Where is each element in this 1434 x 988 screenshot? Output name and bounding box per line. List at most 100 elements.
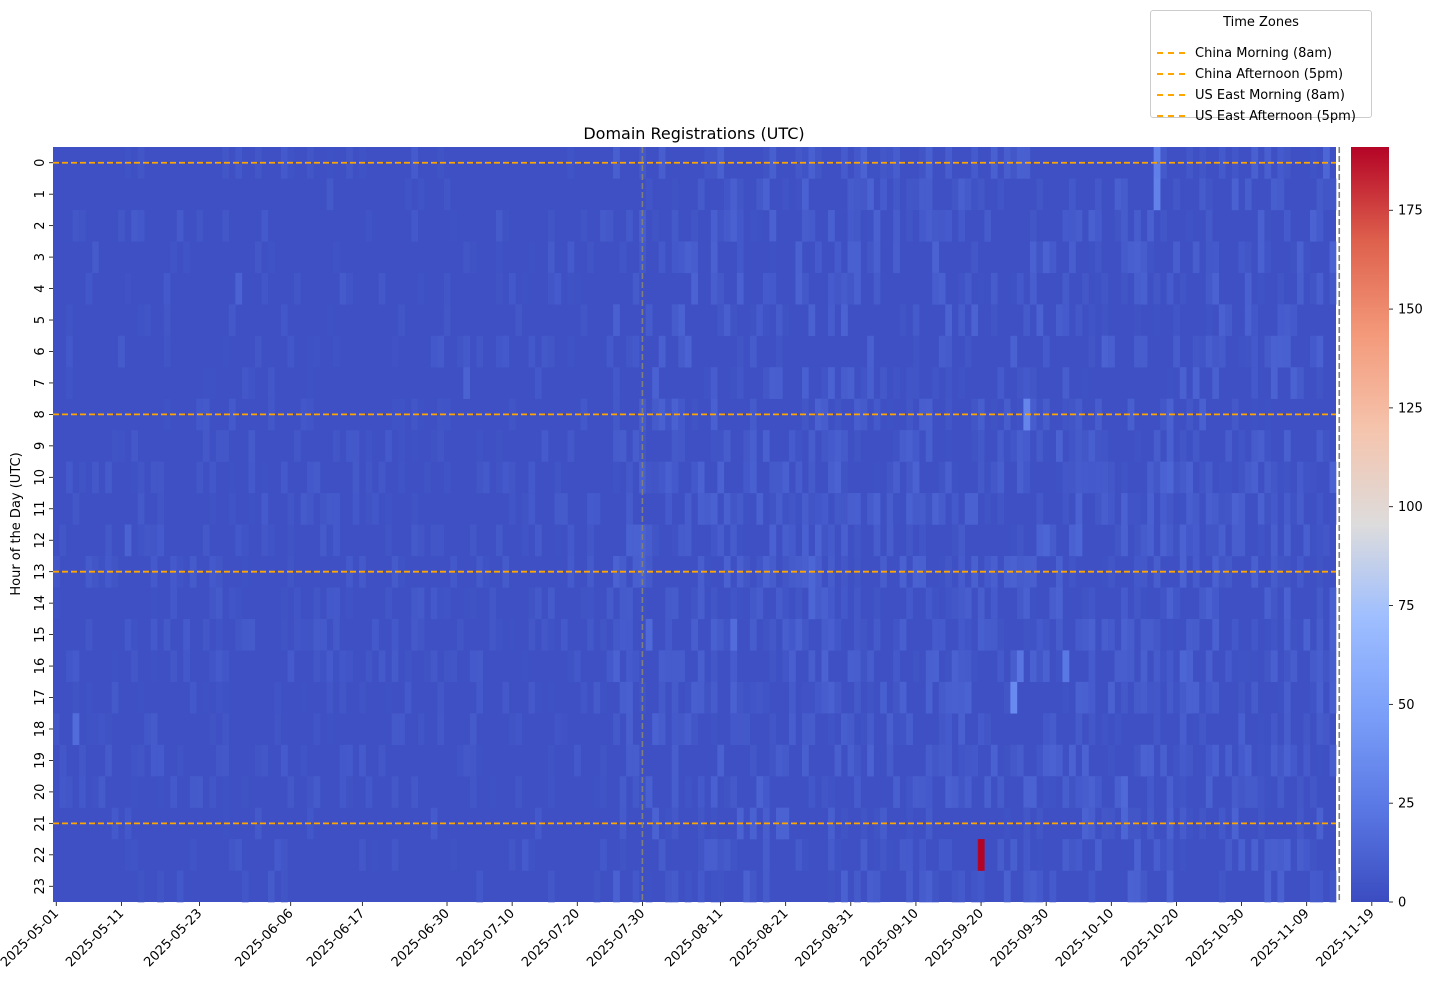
x-tick-label: 2025-10-20 [1118,906,1182,970]
heatmap-cell [710,650,718,683]
heatmap-cell [886,524,894,557]
heatmap-cell [814,524,822,557]
heatmap-cell [1023,304,1031,337]
legend-swatch [1157,115,1185,117]
heatmap-cell [834,744,842,777]
heatmap-cell [209,587,217,620]
heatmap-cell [964,650,972,683]
heatmap-cell [222,209,230,242]
heatmap-cell [743,461,751,494]
heatmap-cell [1179,524,1187,557]
heatmap-cell [1244,272,1252,305]
x-tick-label: 2025-10-30 [1183,906,1247,970]
heatmap-cell [1186,493,1194,525]
heatmap-cell [326,587,334,620]
heatmap-cell [1140,335,1148,368]
heatmap-cell [339,272,347,305]
heatmap-cell [841,587,848,620]
heatmap-cell [469,744,477,777]
heatmap-cell [280,461,288,494]
heatmap-cell [587,587,594,620]
heatmap-cell [228,839,236,871]
heatmap-cell [619,618,627,651]
heatmap-cell [717,461,725,494]
heatmap-cell [137,681,145,714]
y-tick-label: 21 [33,815,48,832]
heatmap-cell [469,713,477,746]
heatmap-cell [222,681,230,714]
heatmap-cell [1029,398,1037,431]
heatmap-cell [814,241,822,274]
heatmap-cell [632,272,640,305]
colorbar-tick-label: 150 [1398,303,1423,318]
heatmap-cell [873,870,881,903]
heatmap-cell [1303,618,1311,651]
heatmap-cell [801,839,809,871]
heatmap-cell [1003,681,1011,714]
heatmap-cell [1238,430,1246,462]
heatmap-cell [476,430,484,462]
heatmap-cell [743,430,751,462]
heatmap-cell [1075,209,1083,242]
heatmap-cell [912,430,920,462]
heatmap-cell [867,650,874,683]
heatmap-cell [528,461,536,494]
heatmap-cell [79,776,86,808]
heatmap-cell [320,524,327,557]
heatmap-cell [801,272,809,305]
heatmap-cell [1283,493,1291,525]
heatmap-cell [652,367,659,399]
heatmap-cell [964,335,972,368]
heatmap-cell [710,587,718,620]
heatmap-cell [632,650,640,683]
heatmap-hotspot [463,367,471,399]
heatmap-cell [775,461,783,494]
heatmap-cell [1225,461,1233,494]
heatmap-cell [880,367,887,399]
heatmap-cell [1088,870,1096,903]
heatmap-cell [1322,713,1330,746]
heatmap-cell [1121,681,1128,714]
heatmap-cell [867,178,874,211]
heatmap-cell [834,461,842,494]
heatmap-cell [710,713,718,746]
heatmap-cell [1225,493,1233,525]
heatmap-cell [847,272,855,305]
y-tick-label: 6 [33,347,48,355]
heatmap-cell [1277,461,1285,494]
heatmap-cell [775,367,783,399]
heatmap-cell [1322,524,1330,557]
heatmap-cell [391,776,399,808]
heatmap-cell [736,335,744,368]
heatmap-cell [788,713,796,746]
heatmap-cell [1153,618,1161,651]
heatmap-cell [391,335,399,368]
heatmap-cell [919,178,926,211]
heatmap-cell [1023,367,1031,399]
heatmap-cell [580,681,588,714]
colorbar-tick-label: 75 [1398,599,1415,614]
heatmap-cell [1199,335,1207,368]
heatmap-cell [534,367,542,399]
heatmap-cell [795,493,803,525]
heatmap-cell [222,744,230,777]
heatmap-cell [613,713,620,746]
heatmap-cell [782,304,790,337]
heatmap-cell [372,839,379,871]
heatmap-cell [163,304,171,337]
heatmap-cell [495,241,503,274]
heatmap-cell [873,839,881,871]
heatmap-cell [769,272,777,305]
heatmap-cell [1108,744,1115,777]
heatmap-cell [997,493,1005,525]
heatmap-cell [769,147,777,179]
heatmap-cell [1160,493,1167,525]
heatmap-cell [339,681,347,714]
heatmap-cell [1309,461,1317,494]
heatmap-cell [1088,650,1096,683]
heatmap-cell [372,493,379,525]
heatmap-cell [600,776,607,808]
heatmap-cell [430,587,438,620]
heatmap-cell [841,304,848,337]
